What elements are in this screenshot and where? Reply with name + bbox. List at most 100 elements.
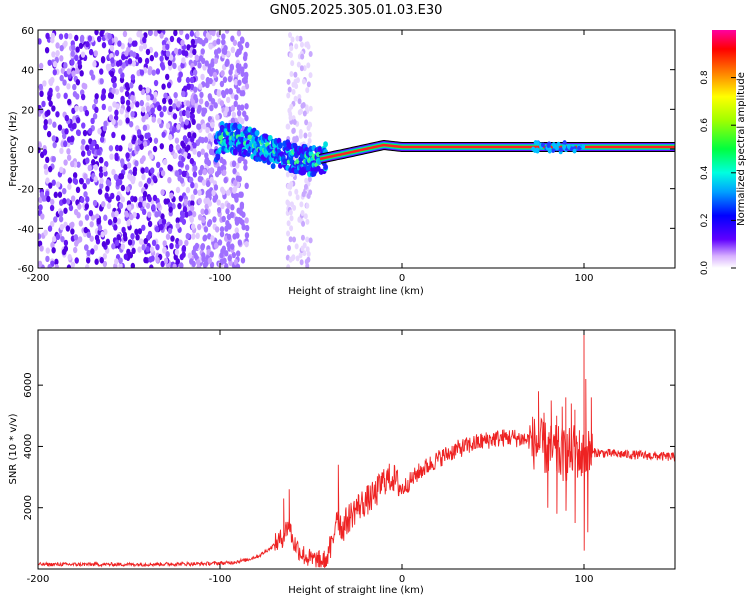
noise-blob — [143, 67, 148, 74]
noise-blob — [169, 192, 174, 199]
noise-blob — [288, 52, 293, 59]
noise-blob — [307, 176, 312, 183]
ridge-blob — [267, 135, 273, 142]
noise-blob — [101, 103, 106, 111]
noise-blob — [116, 234, 121, 241]
noise-blob — [125, 117, 130, 124]
noise-blob — [124, 210, 129, 217]
noise-blob — [81, 82, 86, 89]
noise-blob — [93, 244, 99, 251]
noise-blob — [139, 143, 144, 150]
noise-blob — [114, 88, 120, 95]
noise-blob — [302, 250, 307, 257]
ridge-blob — [566, 144, 571, 149]
noise-blob — [97, 128, 102, 135]
noise-blob — [185, 100, 191, 107]
noise-blob — [102, 260, 108, 268]
noise-blob — [212, 40, 217, 47]
noise-blob — [161, 83, 166, 90]
noise-blob — [190, 200, 195, 207]
noise-blob — [195, 30, 200, 38]
noise-blob — [131, 175, 136, 182]
noise-blob — [114, 239, 120, 247]
noise-blob — [74, 105, 79, 112]
noise-blob — [99, 68, 104, 75]
noise-blob — [141, 244, 146, 251]
noise-blob — [180, 62, 185, 69]
noise-blob — [222, 169, 227, 176]
y-tick-label: 2000 — [23, 495, 34, 520]
noise-blob — [80, 51, 86, 58]
noise-blob — [73, 178, 79, 185]
noise-blob — [165, 43, 170, 51]
noise-blob — [192, 48, 197, 56]
noise-blob — [224, 88, 230, 95]
noise-blob — [168, 98, 173, 105]
noise-blob — [115, 180, 121, 187]
noise-blob — [74, 67, 80, 75]
noise-blob — [200, 148, 205, 155]
noise-blob — [127, 37, 133, 44]
noise-blob — [139, 99, 145, 107]
noise-blob — [141, 224, 146, 231]
noise-blob — [199, 91, 204, 99]
ridge-blob — [305, 165, 311, 172]
noise-blob — [299, 65, 304, 72]
noise-blob — [107, 39, 113, 46]
noise-blob — [134, 228, 139, 236]
colorbar: 0.0 0.2 0.4 0.6 0.8 Normalized spectral ampl… — [700, 30, 747, 275]
noise-blob — [39, 245, 44, 252]
noise-blob — [224, 250, 229, 257]
noise-blob — [50, 198, 55, 206]
noise-blob — [63, 92, 68, 100]
noise-blob — [77, 59, 82, 66]
noise-blob — [139, 134, 144, 141]
colorbar-tick-label: 0.6 — [700, 118, 710, 133]
noise-blob — [107, 32, 112, 40]
noise-blob — [244, 114, 249, 122]
x-tick-label: 0 — [399, 574, 405, 585]
noise-blob — [244, 217, 249, 224]
noise-blob — [182, 206, 188, 213]
noise-blob — [137, 57, 143, 64]
noise-blob — [215, 114, 220, 121]
noise-blob — [86, 231, 92, 239]
noise-blob — [175, 217, 180, 224]
noise-blob — [111, 87, 116, 95]
ridge-blob — [247, 134, 253, 140]
noise-blob — [177, 202, 182, 210]
noise-blob — [122, 231, 128, 239]
noise-blob — [96, 35, 102, 43]
noise-blob — [226, 96, 231, 104]
noise-blob — [77, 203, 82, 210]
noise-blob — [235, 263, 241, 268]
noise-blob — [191, 233, 196, 240]
noise-blob — [148, 30, 153, 36]
ridge-blob — [323, 164, 328, 171]
colorbar-gradient — [712, 30, 736, 268]
noise-blob — [89, 235, 94, 242]
noise-blob — [239, 104, 245, 111]
noise-blob — [209, 30, 214, 36]
noise-blob — [136, 30, 141, 38]
noise-blob — [197, 197, 202, 205]
noise-blob — [107, 180, 112, 187]
spectrogram-x-axis-label: Height of straight line (km) — [288, 286, 424, 297]
noise-blob — [101, 241, 107, 248]
noise-blob — [70, 160, 75, 168]
noise-blob — [85, 178, 91, 185]
ridge-blob — [540, 142, 545, 148]
noise-blob — [120, 95, 125, 103]
noise-blob — [62, 132, 67, 140]
noise-blob — [147, 195, 152, 203]
noise-blob — [228, 68, 233, 76]
noise-blob — [85, 144, 90, 151]
noise-blob — [217, 239, 223, 246]
noise-blob — [67, 177, 73, 184]
noise-blob — [155, 256, 160, 264]
noise-blob — [59, 147, 64, 155]
noise-blob — [221, 158, 227, 166]
noise-blob — [144, 166, 149, 174]
noise-blob — [166, 81, 172, 89]
